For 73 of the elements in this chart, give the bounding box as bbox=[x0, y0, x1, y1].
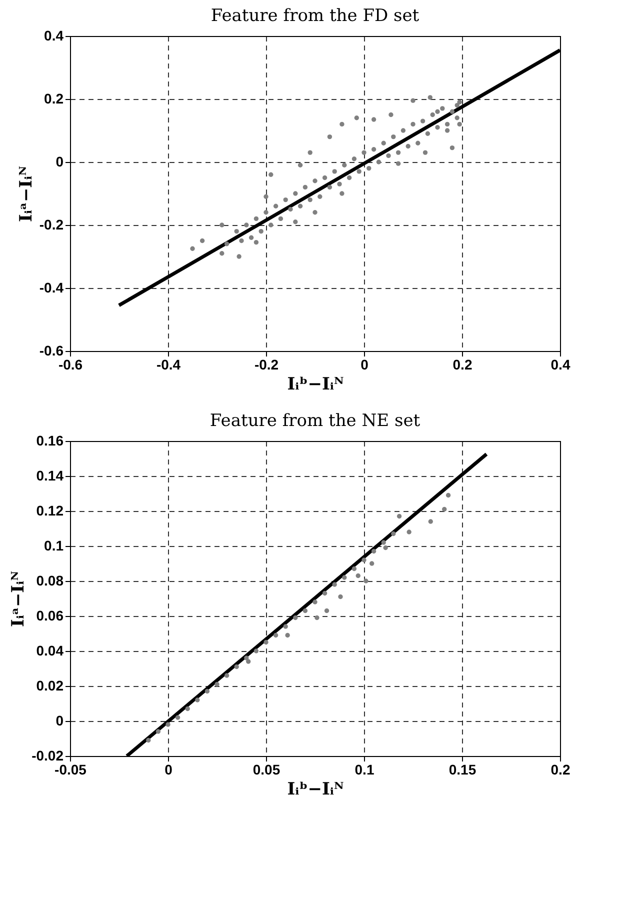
x-tick-label: 0.15 bbox=[448, 762, 476, 778]
y-tick-label: 0.04 bbox=[36, 642, 64, 658]
point bbox=[332, 582, 337, 587]
chart-title: Feature from the NE set bbox=[210, 411, 420, 431]
point bbox=[244, 656, 249, 660]
y-tick-label: 0 bbox=[56, 712, 64, 728]
point bbox=[383, 545, 388, 550]
y-tick-label: 0.06 bbox=[36, 608, 64, 624]
x-tick-label: -0.2 bbox=[254, 356, 279, 372]
point bbox=[166, 722, 170, 727]
point bbox=[273, 632, 278, 638]
x-tick-label: 0.1 bbox=[354, 762, 374, 778]
x-tick-label: 0.2 bbox=[550, 762, 570, 778]
point bbox=[146, 738, 151, 743]
y-tick-label: -0.2 bbox=[39, 216, 64, 232]
point bbox=[156, 729, 161, 734]
x-axis-title: Iᵢᵇ−Iᵢᴺ bbox=[287, 374, 344, 394]
point bbox=[314, 615, 320, 620]
point bbox=[254, 648, 259, 654]
y-tick-label: 0.1 bbox=[44, 538, 64, 554]
y-axis-title: Iᵢᵃ−Iᵢᴺ bbox=[8, 570, 29, 627]
point bbox=[264, 640, 268, 645]
x-tick-label: 0.4 bbox=[550, 356, 570, 372]
point bbox=[356, 573, 360, 578]
x-tick-label: -0.4 bbox=[156, 356, 181, 372]
y-tick-label: 0.2 bbox=[44, 90, 64, 106]
point bbox=[371, 548, 376, 554]
point bbox=[381, 540, 386, 545]
y-axis-title: Iᵢᵃ−Iᵢᴺ bbox=[16, 166, 36, 222]
point bbox=[312, 600, 318, 604]
point bbox=[442, 506, 447, 512]
point bbox=[362, 558, 366, 562]
point bbox=[214, 682, 220, 687]
x-tick-label: 0.2 bbox=[452, 356, 472, 372]
y-tick-label: 0.14 bbox=[36, 468, 64, 484]
point bbox=[324, 608, 330, 614]
x-tick-label: -0.05 bbox=[54, 762, 87, 778]
point bbox=[195, 698, 200, 702]
point bbox=[352, 566, 357, 572]
y-tick-label: 0.02 bbox=[36, 678, 64, 694]
y-tick-label: 0.16 bbox=[36, 432, 64, 448]
point bbox=[175, 715, 180, 720]
y-tick-label: 0.08 bbox=[36, 572, 64, 588]
point bbox=[391, 531, 396, 536]
x-tick-label: 0 bbox=[360, 356, 369, 372]
x-axis-title: Iᵢᵇ−Iᵢᴺ bbox=[287, 780, 344, 800]
y-tick-label: 0.4 bbox=[44, 28, 64, 44]
point bbox=[224, 673, 230, 678]
point bbox=[364, 578, 368, 584]
point bbox=[293, 615, 298, 620]
y-tick-label: -0.6 bbox=[39, 342, 64, 358]
x-tick-label: 0.05 bbox=[252, 762, 280, 778]
point bbox=[338, 594, 343, 600]
y-tick-label: -0.02 bbox=[32, 748, 64, 764]
y-tick-label: -0.4 bbox=[39, 280, 64, 296]
point bbox=[428, 519, 433, 524]
point bbox=[342, 575, 347, 580]
point bbox=[446, 492, 451, 498]
point bbox=[406, 530, 412, 534]
point bbox=[234, 664, 239, 670]
point bbox=[185, 706, 190, 712]
x-tick-label: 0 bbox=[164, 762, 173, 778]
point bbox=[396, 514, 402, 519]
point bbox=[322, 590, 328, 596]
y-tick-label: 0.12 bbox=[36, 502, 64, 518]
point bbox=[302, 608, 308, 614]
point bbox=[369, 561, 374, 566]
point bbox=[283, 624, 288, 629]
point bbox=[246, 659, 251, 664]
y-tick-label: 0 bbox=[56, 154, 64, 170]
point bbox=[204, 688, 210, 694]
point bbox=[285, 632, 290, 638]
chart-title: Feature from the FD set bbox=[210, 6, 420, 26]
